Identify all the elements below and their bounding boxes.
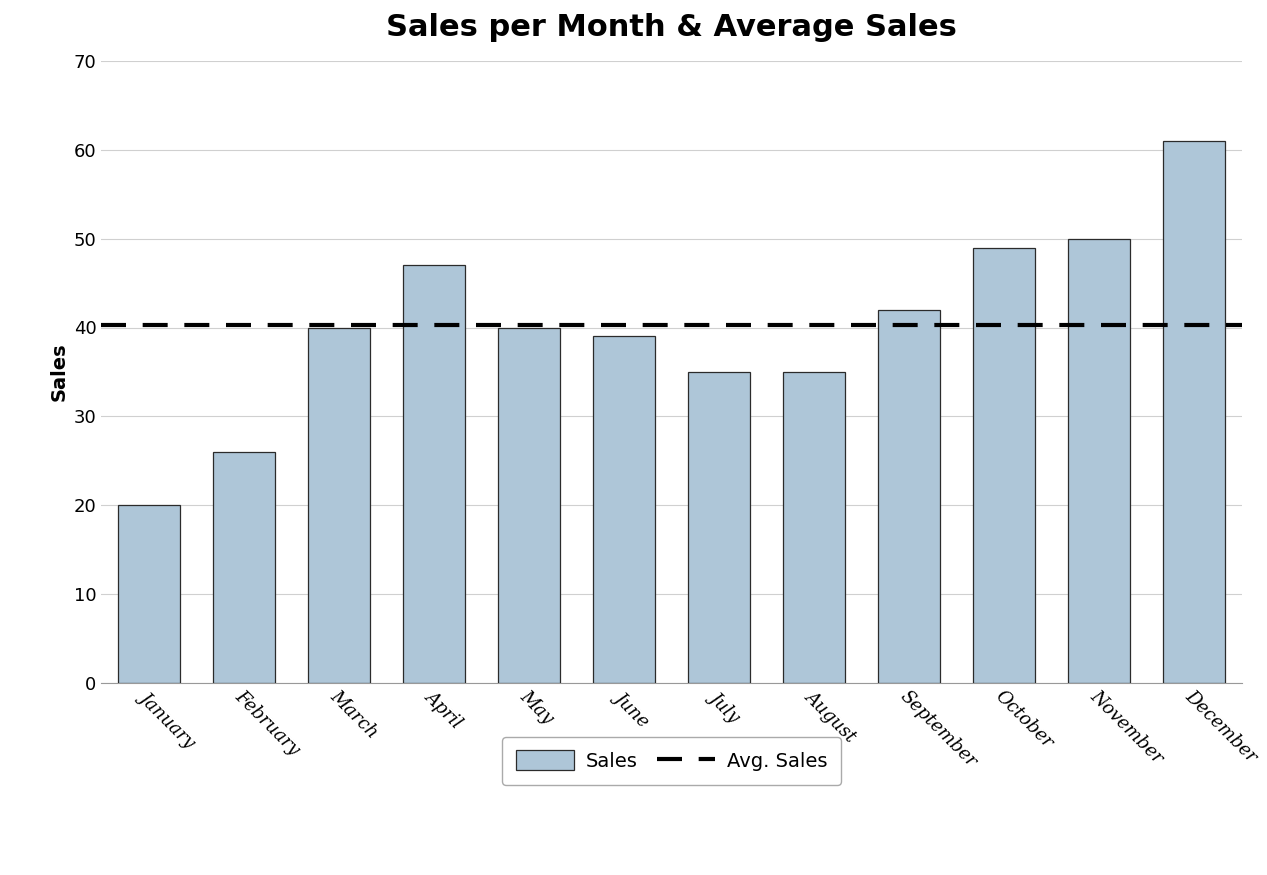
Bar (973, 248, 1035, 682)
Bar (118, 505, 180, 682)
Y-axis label: Sales: Sales (49, 342, 68, 401)
Bar (878, 310, 940, 682)
Bar (688, 372, 750, 682)
Bar (1163, 141, 1225, 682)
Bar (593, 336, 655, 682)
Bar (1068, 239, 1130, 682)
Bar (308, 327, 370, 682)
Title: Sales per Month & Average Sales: Sales per Month & Average Sales (386, 13, 957, 42)
Bar (498, 327, 560, 682)
Legend: Sales, Avg. Sales: Sales, Avg. Sales (502, 737, 841, 785)
Bar (213, 452, 275, 682)
Bar (783, 372, 845, 682)
Bar (403, 265, 465, 682)
